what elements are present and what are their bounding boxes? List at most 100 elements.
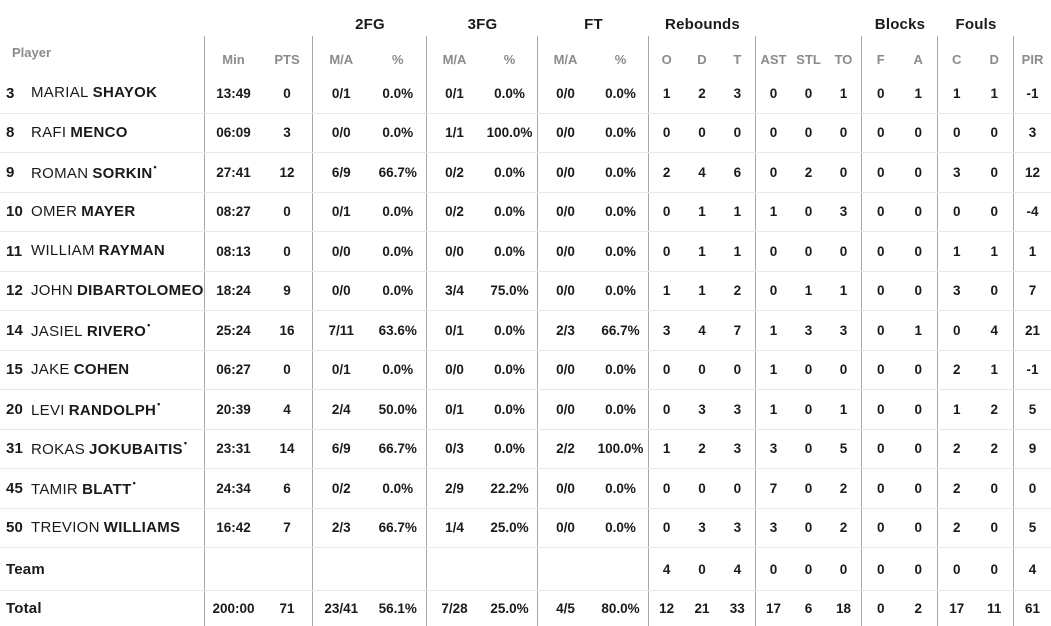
player-name: ROKAS JOKUBAITIS•	[31, 438, 187, 459]
player-row[interactable]: 45 TAMIR BLATT• 24:34 6 0/2 0.0% 2/9 22.2% 0/0 0.0…	[0, 469, 1051, 509]
table-body: 3 MARIAL SHAYOK 13:49 0 0/1 0.0% 0/1 0.0% 0/0 0.0%…	[0, 74, 1051, 626]
player-name-cell[interactable]: 20 LEVI RANDOLPH•	[0, 390, 205, 429]
stat-group: 1/1 100.0%	[427, 113, 538, 152]
player-row[interactable]: 9 ROMAN SORKIN• 27:41 12 6/9 66.7% 0/2 0.0% 0/0 0.…	[0, 153, 1051, 193]
stat-cell: 2	[914, 600, 922, 616]
stat-cell: 0	[804, 561, 813, 577]
stat-group: 12 21 33	[649, 591, 756, 626]
stat-group: 0/1 0.0%	[313, 192, 427, 231]
player-row[interactable]: 14 JASIEL RIVERO• 25:24 16 7/11 63.6% 0/1 0.0% 2/…	[0, 311, 1051, 351]
player-name-cell[interactable]: 15 JAKE COHEN	[0, 350, 205, 389]
stat-cell: 0.0%	[494, 164, 525, 180]
player-name: JASIEL RIVERO•	[31, 320, 150, 341]
stat-cell: 0	[839, 243, 848, 259]
stat-cell: 0/0	[556, 125, 575, 141]
stat-cell: 0/1	[331, 85, 351, 101]
player-row[interactable]: 8 RAFI MENCO 06:09 3 0/0 0.0% 1/1 100.0% 0/0 0.0% 0…	[0, 113, 1051, 153]
group-header-row: 2FG 3FG FT Rebounds Blocks Fouls	[0, 0, 1051, 36]
player-row[interactable]: 11 WILLIAM RAYMAN 08:13 0 0/0 0.0% 0/0 0.0% 0/0 0.…	[0, 232, 1051, 272]
stat-cell: 0.0%	[605, 204, 636, 220]
stat-group: 3 0 5	[756, 429, 862, 468]
stat-cell: 0.0%	[494, 243, 525, 259]
header-group-ast-stl-to: AST STL TO	[756, 36, 862, 74]
stat-group: 4	[1014, 548, 1051, 590]
stat-cell: -1	[1026, 362, 1039, 378]
stat-group	[538, 548, 649, 590]
player-name-cell[interactable]: 3 MARIAL SHAYOK	[0, 74, 205, 113]
player-name-cell[interactable]: 50 TREVION WILLIAMS	[0, 508, 205, 547]
stat-group: 0/0 0.0%	[427, 232, 538, 271]
stat-cell: 2	[698, 85, 706, 101]
stat-cell: 6/9	[331, 164, 351, 180]
player-name: MARIAL SHAYOK	[31, 84, 157, 102]
stat-cell: 1	[662, 85, 671, 101]
column-header-reb-d: D	[697, 52, 707, 67]
stat-cell: 1	[698, 243, 706, 259]
stat-group: 0 1 1	[649, 192, 756, 231]
player-row[interactable]: 15 JAKE COHEN 06:27 0 0/1 0.0% 0/0 0.0% 0/0 0.0% 0 0…	[0, 350, 1051, 390]
player-name-cell[interactable]: 12 JOHN DIBARTOLOMEO	[0, 271, 205, 310]
stat-group: 24:34 6	[205, 469, 313, 508]
player-name-cell[interactable]: 14 JASIEL RIVERO•	[0, 311, 205, 350]
group-label-rebounds: Rebounds	[665, 16, 740, 33]
player-name-cell[interactable]: 9 ROMAN SORKIN•	[0, 153, 205, 192]
player-name-cell[interactable]: 11 WILLIAM RAYMAN	[0, 232, 205, 271]
stat-group: 3/4 75.0%	[427, 271, 538, 310]
stat-cell: 24:34	[216, 480, 251, 496]
stat-group: 2/3 66.7%	[538, 311, 649, 350]
stat-cell: 0	[990, 561, 998, 577]
stat-cell: 0	[914, 561, 922, 577]
player-row[interactable]: 3 MARIAL SHAYOK 13:49 0 0/1 0.0% 0/1 0.0% 0/0 0.0%…	[0, 74, 1051, 114]
player-name-cell[interactable]: 31 ROKAS JOKUBAITIS•	[0, 429, 205, 468]
stat-cell: 5	[1028, 401, 1037, 417]
player-row[interactable]: 12 JOHN DIBARTOLOMEO 18:24 9 0/0 0.0% 3/4 75.0% 0…	[0, 271, 1051, 311]
stat-cell: 25.0%	[490, 520, 529, 536]
stat-cell: 12	[659, 600, 675, 616]
stat-group: 2 4 6	[649, 153, 756, 192]
player-row[interactable]: 50 TREVION WILLIAMS 16:42 7 2/3 66.7% 1/4 25.0% 0…	[0, 508, 1051, 548]
stat-group: 06:09 3	[205, 113, 313, 152]
player-name-cell[interactable]: 8 RAFI MENCO	[0, 113, 205, 152]
stat-cell: 3	[283, 125, 291, 141]
jersey-number: 10	[6, 203, 24, 221]
stat-cell: 0.0%	[494, 441, 525, 457]
stat-cell: 0	[990, 480, 998, 496]
stat-cell: 4	[1028, 561, 1037, 577]
stat-group	[205, 548, 313, 590]
stat-cell: 13:49	[216, 85, 251, 101]
stat-cell: 0	[769, 283, 778, 299]
stat-cell: 0.0%	[605, 520, 636, 536]
column-header-3fg-ma: M/A	[442, 52, 467, 67]
stat-cell: 0	[698, 125, 706, 141]
stat-group: 0/0 0.0%	[538, 232, 649, 271]
stat-cell	[370, 548, 427, 590]
stat-group: 6/9 66.7%	[313, 153, 427, 192]
stat-cell: 7	[733, 322, 742, 338]
player-row[interactable]: 20 LEVI RANDOLPH• 20:39 4 2/4 50.0% 0/1 0.0% 0/0 0…	[0, 390, 1051, 430]
column-header-3fg-pct: %	[503, 52, 516, 67]
player-row[interactable]: 10 OMER MAYER 08:27 0 0/1 0.0% 0/2 0.0% 0/0 0.0% 0 1…	[0, 192, 1051, 232]
player-row[interactable]: 31 ROKAS JOKUBAITIS• 23:31 14 6/9 66.7% 0/3 0.0%…	[0, 429, 1051, 469]
stat-cell: 0	[839, 164, 848, 180]
stat-cell: 1/4	[445, 520, 464, 536]
stat-cell: 0	[283, 204, 291, 220]
stat-cell: 4	[990, 322, 998, 338]
stat-cell: 25.0%	[490, 600, 529, 616]
stat-cell: 4/5	[556, 600, 575, 616]
stat-cell	[482, 548, 537, 590]
player-name-cell[interactable]: 45 TAMIR BLATT•	[0, 469, 205, 508]
player-name-cell[interactable]: 10 OMER MAYER	[0, 192, 205, 231]
stat-cell: 0.0%	[605, 401, 636, 417]
stat-cell: 3	[733, 441, 742, 457]
stat-cell: 0/0	[331, 243, 351, 259]
stat-cell: 0/1	[331, 204, 351, 220]
stat-group: 5	[1014, 390, 1051, 429]
stat-group: 7/11 63.6%	[313, 311, 427, 350]
stat-cell: 2	[839, 480, 848, 496]
stat-group: 25:24 16	[205, 311, 313, 350]
